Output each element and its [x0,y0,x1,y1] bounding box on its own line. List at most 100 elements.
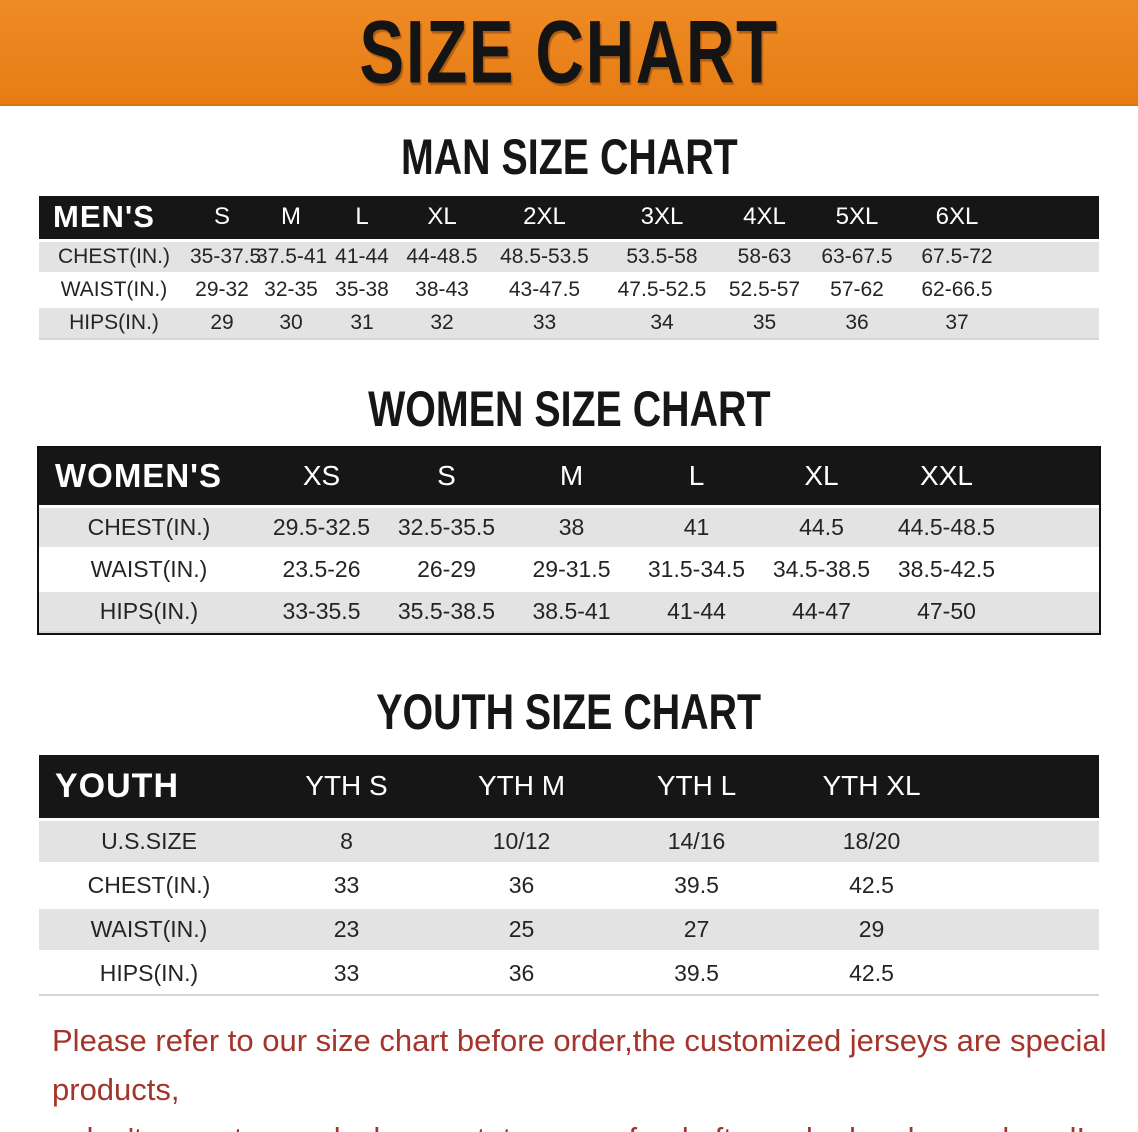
table-cell: 33 [487,306,602,339]
row-label: HIPS(IN.) [39,951,259,995]
youth-size-table: YOUTH YTH S YTH M YTH L YTH XL U.S.SIZE … [39,755,1099,996]
row-label: HIPS(IN.) [39,306,189,339]
women-size-header: S [384,448,509,506]
men-size-header: 4XL [722,196,807,240]
table-row: HIPS(IN.) 33-35.5 35.5-38.5 38.5-41 41-4… [39,590,1099,632]
row-label: HIPS(IN.) [39,590,259,632]
table-row: CHEST(IN.) 29.5-32.5 32.5-35.5 38 41 44.… [39,506,1099,548]
size-chart-banner: SIZE CHART [0,0,1138,106]
table-cell: 48.5-53.5 [487,240,602,273]
table-cell: 18/20 [784,819,959,863]
table-cell: 26-29 [384,548,509,590]
table-cell: 42.5 [784,863,959,907]
table-cell: 10/12 [434,819,609,863]
women-table-header-row: WOMEN'S XS S M L XL XXL [39,448,1099,506]
table-cell: 62-66.5 [907,273,1007,306]
table-cell: 44-47 [759,590,884,632]
table-cell: 35.5-38.5 [384,590,509,632]
table-cell: 23.5-26 [259,548,384,590]
table-cell: 14/16 [609,819,784,863]
table-cell: 23 [259,907,434,951]
table-cell: 53.5-58 [602,240,722,273]
table-row: WAIST(IN.) 29-32 32-35 35-38 38-43 43-47… [39,273,1099,306]
table-cell: 29-31.5 [509,548,634,590]
table-cell: 41-44 [634,590,759,632]
table-cell: 35 [722,306,807,339]
table-cell: 41-44 [327,240,397,273]
table-cell: 29-32 [189,273,255,306]
table-cell: 29 [784,907,959,951]
table-row: CHEST(IN.) 35-37.5 37.5-41 41-44 44-48.5… [39,240,1099,273]
table-cell: 41 [634,506,759,548]
table-cell: 42.5 [784,951,959,995]
youth-size-chart-title: YOUTH SIZE CHART [376,684,762,741]
youth-size-header: YTH S [259,755,434,819]
table-cell: 31.5-34.5 [634,548,759,590]
table-cell: 29.5-32.5 [259,506,384,548]
youth-size-header: YTH M [434,755,609,819]
table-cell: 33 [259,863,434,907]
table-cell: 30 [255,306,327,339]
table-cell: 47-50 [884,590,1009,632]
women-table-label: WOMEN'S [39,448,259,506]
table-cell: 34 [602,306,722,339]
table-cell: 37.5-41 [255,240,327,273]
table-cell: 43-47.5 [487,273,602,306]
table-cell: 44.5-48.5 [884,506,1009,548]
women-size-table: WOMEN'S XS S M L XL XXL CHEST(IN.) 29.5-… [37,446,1101,635]
row-label: CHEST(IN.) [39,863,259,907]
table-cell: 44-48.5 [397,240,487,273]
table-cell: 37 [907,306,1007,339]
table-cell: 33 [259,951,434,995]
man-size-chart-title: MAN SIZE CHART [400,129,738,186]
table-cell: 38-43 [397,273,487,306]
banner-title: SIZE CHART [359,1,779,102]
table-cell: 35-37.5 [189,240,261,273]
table-cell: 38.5-42.5 [884,548,1009,590]
men-table-header-row: MEN'S S M L XL 2XL 3XL 4XL 5XL 6XL [39,196,1099,240]
order-warning-note: Please refer to our size chart before or… [0,1016,1138,1132]
table-cell: 39.5 [609,951,784,995]
table-cell: 38.5-41 [509,590,634,632]
men-size-header: XL [397,196,487,240]
table-row: U.S.SIZE 8 10/12 14/16 18/20 [39,819,1099,863]
table-cell: 25 [434,907,609,951]
table-row: WAIST(IN.) 23 25 27 29 [39,907,1099,951]
table-row: HIPS(IN.) 33 36 39.5 42.5 [39,951,1099,995]
table-row: HIPS(IN.) 29 30 31 32 33 34 35 36 37 [39,306,1099,339]
women-size-header: M [509,448,634,506]
table-cell: 47.5-52.5 [602,273,722,306]
table-cell: 8 [259,819,434,863]
table-cell: 39.5 [609,863,784,907]
table-cell: 33-35.5 [259,590,384,632]
men-size-header: 2XL [487,196,602,240]
women-size-chart-title: WOMEN SIZE CHART [367,381,771,438]
women-table-spacer [1009,448,1099,506]
men-size-header: 6XL [907,196,1007,240]
table-cell: 67.5-72 [907,240,1007,273]
warning-line-2: we don't accept cancel, change, teturn o… [0,1114,1138,1132]
men-table-label: MEN'S [39,196,189,240]
table-row: WAIST(IN.) 23.5-26 26-29 29-31.5 31.5-34… [39,548,1099,590]
table-cell: 32 [397,306,487,339]
row-label: WAIST(IN.) [39,907,259,951]
table-cell: 32.5-35.5 [384,506,509,548]
table-cell: 31 [327,306,397,339]
row-label: U.S.SIZE [39,819,259,863]
table-row: CHEST(IN.) 33 36 39.5 42.5 [39,863,1099,907]
table-cell: 63-67.5 [807,240,907,273]
table-cell: 57-62 [807,273,907,306]
table-cell: 32-35 [255,273,327,306]
men-size-header: L [327,196,397,240]
table-cell: 58-63 [722,240,807,273]
table-cell: 36 [434,951,609,995]
women-size-header: XS [259,448,384,506]
table-cell: 38 [509,506,634,548]
row-label: WAIST(IN.) [39,548,259,590]
youth-table-header-row: YOUTH YTH S YTH M YTH L YTH XL [39,755,1099,819]
table-cell: 44.5 [759,506,884,548]
men-size-header: M [255,196,327,240]
table-cell: 52.5-57 [722,273,807,306]
youth-table-spacer [959,755,1099,819]
youth-size-header: YTH L [609,755,784,819]
